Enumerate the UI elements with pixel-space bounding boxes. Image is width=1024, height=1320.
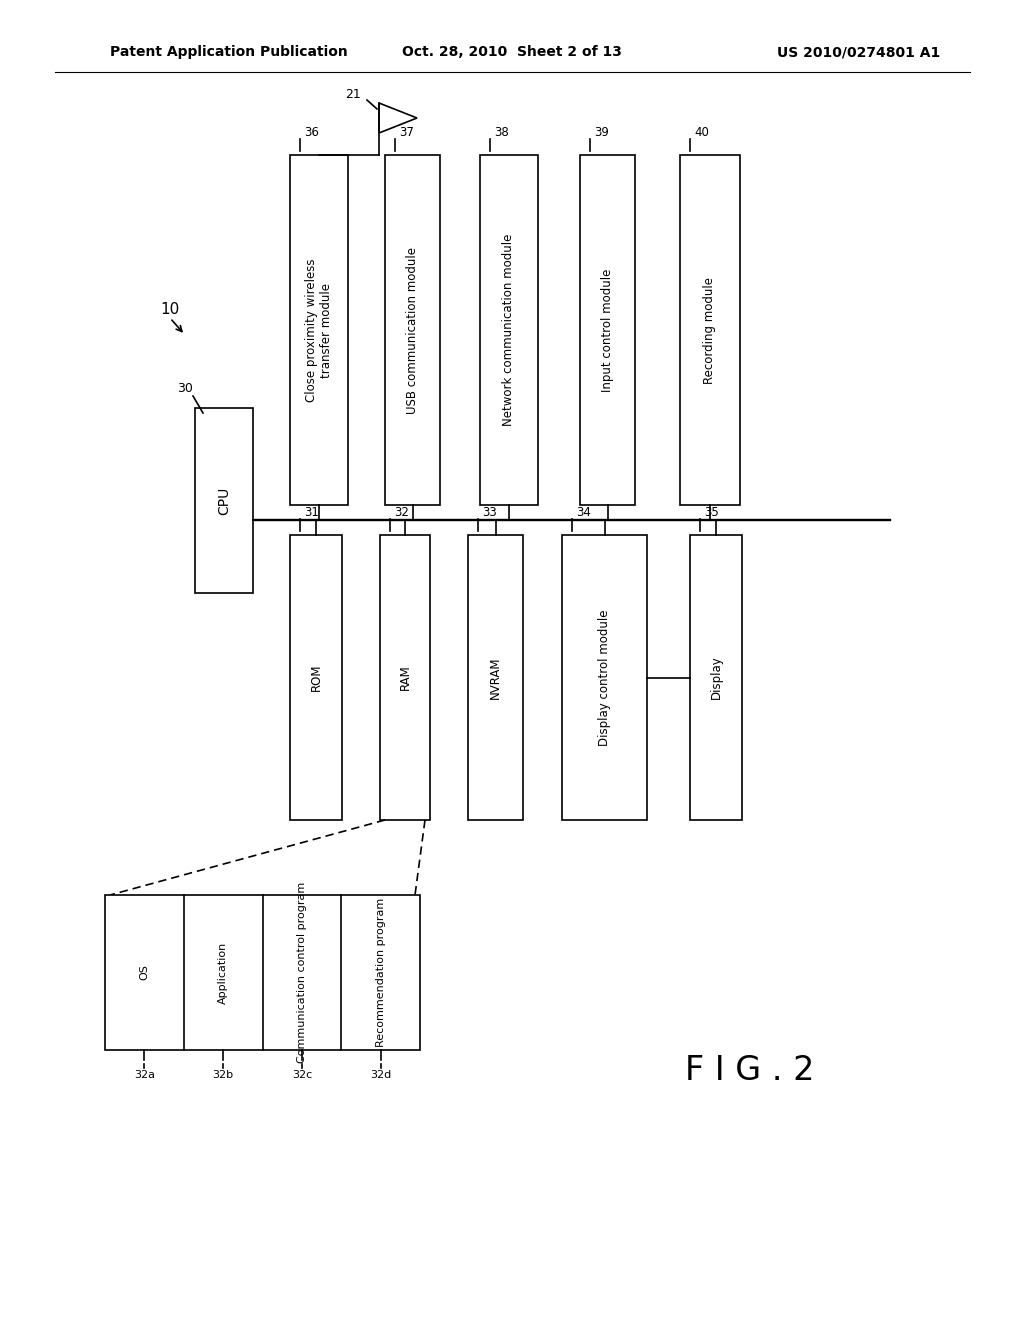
Text: Patent Application Publication: Patent Application Publication (110, 45, 348, 59)
Text: ROM: ROM (309, 664, 323, 692)
Text: 39: 39 (594, 127, 609, 140)
FancyBboxPatch shape (290, 154, 348, 506)
FancyBboxPatch shape (290, 535, 342, 820)
Text: Network communication module: Network communication module (503, 234, 515, 426)
FancyBboxPatch shape (468, 535, 523, 820)
Text: 10: 10 (160, 302, 179, 318)
FancyBboxPatch shape (690, 535, 742, 820)
Text: 37: 37 (399, 127, 414, 140)
Text: 32: 32 (394, 507, 409, 520)
Text: 32d: 32d (370, 1071, 391, 1080)
Text: Close proximity wireless
transfer module: Close proximity wireless transfer module (305, 259, 333, 401)
Text: CPU: CPU (217, 486, 231, 515)
Text: Display: Display (710, 656, 723, 700)
Text: Oct. 28, 2010  Sheet 2 of 13: Oct. 28, 2010 Sheet 2 of 13 (402, 45, 622, 59)
Text: Display control module: Display control module (598, 610, 611, 746)
Text: Recommendation program: Recommendation program (376, 898, 386, 1047)
Text: USB communication module: USB communication module (406, 247, 419, 413)
Text: NVRAM: NVRAM (489, 656, 502, 698)
FancyBboxPatch shape (580, 154, 635, 506)
Text: 32a: 32a (134, 1071, 155, 1080)
Text: 30: 30 (177, 381, 193, 395)
Text: 32c: 32c (292, 1071, 312, 1080)
Text: Application: Application (218, 941, 228, 1003)
Text: Input control module: Input control module (601, 268, 614, 392)
Text: 33: 33 (482, 507, 497, 520)
Text: US 2010/0274801 A1: US 2010/0274801 A1 (777, 45, 940, 59)
Text: 31: 31 (304, 507, 318, 520)
Text: Recording module: Recording module (703, 276, 717, 384)
Text: 32b: 32b (213, 1071, 233, 1080)
Text: 35: 35 (705, 507, 719, 520)
Text: RAM: RAM (398, 665, 412, 690)
Text: 38: 38 (494, 127, 509, 140)
FancyBboxPatch shape (105, 895, 420, 1049)
Text: 21: 21 (345, 88, 361, 102)
FancyBboxPatch shape (380, 535, 430, 820)
Text: F I G . 2: F I G . 2 (685, 1053, 815, 1086)
Text: 40: 40 (694, 127, 709, 140)
FancyBboxPatch shape (480, 154, 538, 506)
Text: Communication control program: Communication control program (297, 882, 307, 1063)
Text: 36: 36 (304, 127, 318, 140)
FancyBboxPatch shape (385, 154, 440, 506)
Text: 34: 34 (575, 507, 591, 520)
FancyBboxPatch shape (680, 154, 740, 506)
FancyBboxPatch shape (195, 408, 253, 593)
Text: OS: OS (139, 965, 150, 981)
FancyBboxPatch shape (562, 535, 647, 820)
